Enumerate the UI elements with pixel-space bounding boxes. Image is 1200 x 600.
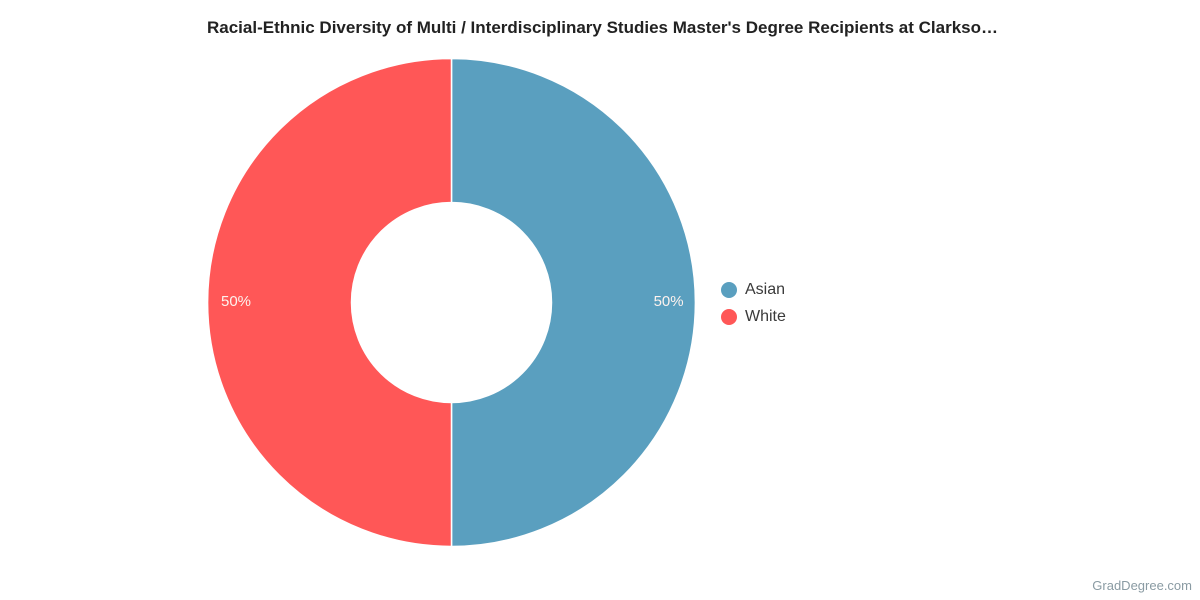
svg-text:50%: 50% — [654, 293, 684, 310]
svg-text:50%: 50% — [221, 293, 251, 310]
